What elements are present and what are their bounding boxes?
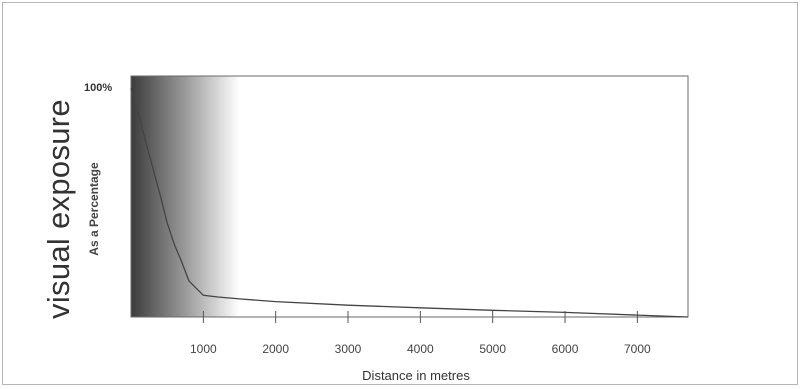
x-axis-title: Distance in metres — [362, 368, 470, 383]
plot-area-border — [130, 75, 689, 318]
x-tick-label: 2000 — [262, 342, 289, 356]
exposure-gradient-band — [131, 76, 240, 317]
figure-border — [2, 2, 798, 385]
y-max-label: 100% — [84, 82, 113, 94]
x-tick-label: 3000 — [335, 342, 362, 356]
exposure-line — [130, 87, 689, 318]
x-tick-label: 6000 — [552, 342, 579, 356]
x-tick-label: 1000 — [190, 342, 217, 356]
x-tick-label: 7000 — [624, 342, 651, 356]
x-tick-label: 4000 — [407, 342, 434, 356]
x-tick-label: 5000 — [479, 342, 506, 356]
